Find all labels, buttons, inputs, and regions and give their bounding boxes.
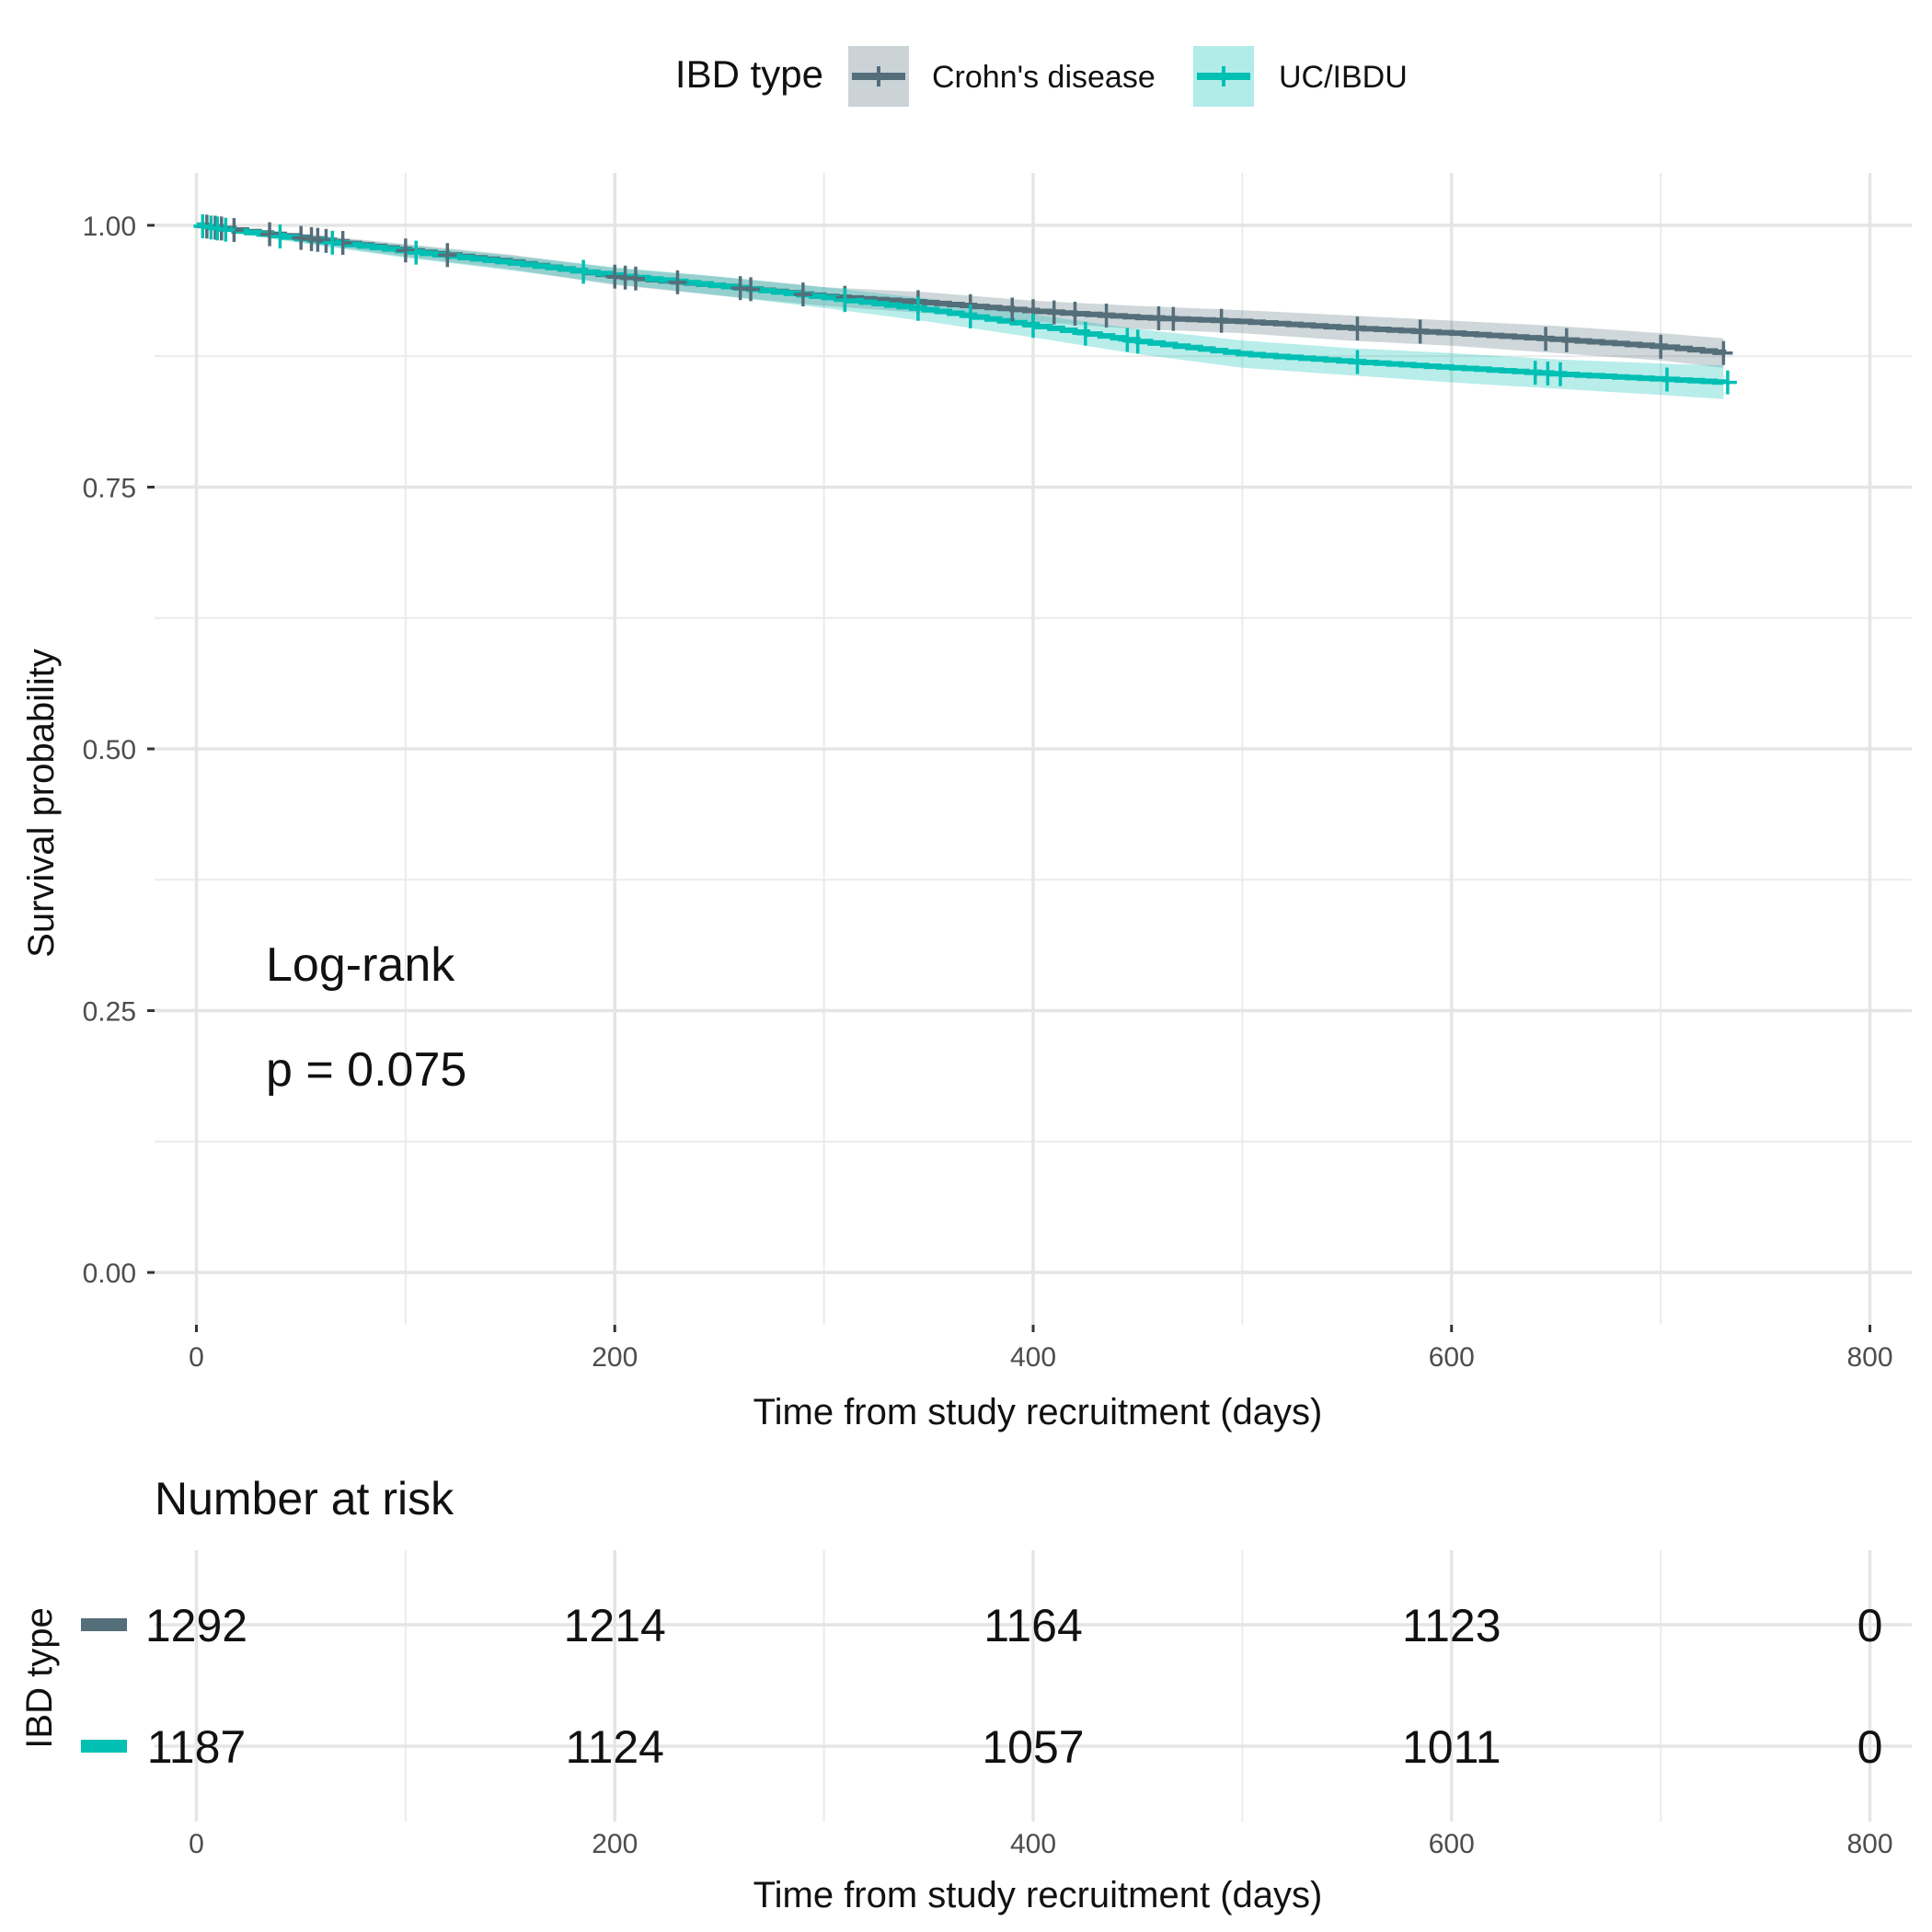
risk-value-uc: 1187: [147, 1721, 247, 1773]
risk-value-uc: 1057: [982, 1721, 1084, 1773]
censor-mark-uc: [960, 304, 980, 328]
risk-x-tick-label: 600: [1429, 1829, 1475, 1859]
x-tick-label: 600: [1429, 1342, 1475, 1373]
censor-mark-uc: [1718, 370, 1737, 395]
risk-table-x-ticks: 0 200 400 600 800: [189, 1829, 1892, 1859]
legend-label-uc: UC/IBDU: [1279, 60, 1408, 95]
censor-mark-crohns: [1003, 297, 1022, 322]
censor-mark-uc: [574, 259, 593, 284]
km-line-crohns: [196, 222, 1727, 355]
risk-table-title: Number at risk: [155, 1473, 454, 1524]
censor-mark-uc: [1348, 350, 1367, 374]
censor-mark-uc: [1024, 314, 1042, 339]
y-tick-label: 0.25: [83, 997, 136, 1028]
x-tick-label: 0: [189, 1342, 204, 1373]
risk-row-swatch-crohns: [81, 1618, 127, 1631]
legend-key-uc: [1193, 46, 1254, 107]
censor-mark-crohns: [1410, 319, 1430, 344]
censor-mark-crohns: [668, 270, 687, 294]
censor-mark-crohns: [1557, 328, 1576, 352]
censor-mark-crohns: [1536, 327, 1556, 351]
censor-mark-crohns: [438, 243, 457, 268]
y-axis-label: Survival probability: [21, 649, 62, 958]
legend: IBD type Crohn's disease UC/IBDU: [675, 46, 1408, 107]
censor-mark-uc: [1075, 321, 1095, 346]
risk-value-crohns: 0: [1857, 1600, 1883, 1651]
risk-x-tick-label: 200: [592, 1829, 638, 1859]
risk-value-crohns: 1292: [145, 1600, 247, 1651]
y-tick-label: 1.00: [83, 212, 136, 242]
risk-table-y-label: IBD type: [19, 1607, 60, 1748]
risk-value-uc: 0: [1857, 1721, 1883, 1773]
risk-row-swatch-uc: [81, 1740, 127, 1753]
censor-mark-crohns: [1097, 304, 1116, 328]
legend-title: IBD type: [675, 52, 823, 96]
x-axis-label: Time from study recruitment (days): [753, 1392, 1323, 1432]
censor-mark-crohns: [626, 266, 645, 291]
risk-value-crohns: 1123: [1402, 1600, 1501, 1651]
annotation-logrank: Log-rank: [266, 938, 455, 992]
censor-mark-uc: [270, 224, 290, 249]
censor-mark-crohns: [1714, 340, 1733, 365]
censor-mark-crohns: [1164, 306, 1183, 331]
y-tick-label: 0.00: [83, 1259, 136, 1289]
risk-value-uc: 1011: [1402, 1721, 1501, 1773]
main-grid: [155, 173, 1912, 1325]
censor-mark-crohns: [742, 277, 761, 302]
censor-mark-uc: [1551, 362, 1570, 386]
censor-mark-crohns: [1348, 316, 1367, 341]
censor-mark-uc: [407, 240, 426, 265]
censor-mark-uc: [1657, 367, 1676, 392]
risk-x-tick-label: 400: [1010, 1829, 1056, 1859]
risk-table-grid: [155, 1550, 1912, 1822]
legend-label-crohns: Crohn's disease: [932, 60, 1156, 95]
censor-mark-uc: [908, 296, 927, 321]
legend-key-crohns: [848, 46, 909, 107]
censor-marks: [193, 213, 1737, 395]
censor-mark-uc: [216, 217, 236, 242]
censor-mark-crohns: [1651, 334, 1671, 359]
risk-table-values: 1292 1214 1164 1123 0 1187 1124 1057 1011 0: [81, 1600, 1882, 1773]
risk-value-uc: 1124: [565, 1721, 664, 1773]
ci-band-crohns: [196, 224, 1724, 368]
y-tick-label: 0.75: [83, 473, 136, 503]
censor-mark-uc: [1128, 329, 1147, 354]
x-tick-label: 800: [1846, 1342, 1892, 1373]
censor-mark-uc: [835, 288, 855, 313]
censor-mark-crohns: [260, 222, 280, 247]
risk-x-tick-label: 800: [1846, 1829, 1892, 1859]
censor-mark-crohns: [1044, 300, 1064, 325]
risk-table-x-label: Time from study recruitment (days): [753, 1875, 1323, 1915]
annotation-pvalue: p = 0.075: [266, 1043, 466, 1097]
censor-mark-crohns: [793, 282, 812, 307]
x-tick-label: 400: [1010, 1342, 1056, 1373]
censor-mark-crohns: [1065, 301, 1085, 326]
censor-mark-crohns: [1212, 308, 1231, 333]
risk-value-crohns: 1164: [983, 1600, 1083, 1651]
x-tick-label: 200: [592, 1342, 638, 1373]
risk-x-tick-label: 0: [189, 1829, 204, 1859]
risk-value-crohns: 1214: [564, 1600, 666, 1651]
main-axes: 0.00 0.25 0.50 0.75 1.00 0 200 400 600 800: [83, 212, 1893, 1373]
censor-mark-crohns: [396, 238, 415, 263]
y-tick-label: 0.50: [83, 735, 136, 765]
censor-mark-uc: [323, 230, 342, 255]
